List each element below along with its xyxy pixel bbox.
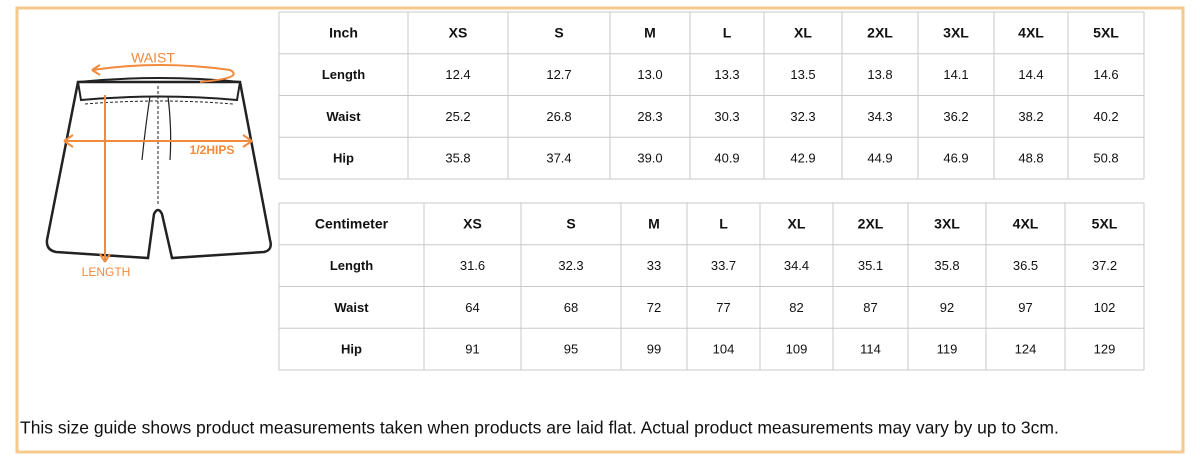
cell: 40.2 bbox=[1093, 109, 1118, 124]
cell: Hip bbox=[341, 342, 362, 357]
caption: This size guide shows product measuremen… bbox=[20, 418, 1059, 438]
cell: 33 bbox=[647, 258, 661, 273]
cell: Waist bbox=[326, 109, 361, 124]
header-cell: M bbox=[644, 25, 656, 41]
cell: 31.6 bbox=[460, 258, 485, 273]
header-cell: 4XL bbox=[1018, 25, 1044, 41]
cell: 13.3 bbox=[714, 67, 739, 82]
cell: 42.9 bbox=[790, 151, 815, 166]
cell: 28.3 bbox=[637, 109, 662, 124]
cell: 39.0 bbox=[637, 151, 662, 166]
cell: Hip bbox=[333, 151, 354, 166]
header-cell: XS bbox=[463, 216, 482, 232]
cell: 13.5 bbox=[790, 67, 815, 82]
cell: 13.8 bbox=[867, 67, 892, 82]
cell: 30.3 bbox=[714, 109, 739, 124]
cell: 72 bbox=[647, 300, 661, 315]
cell: 50.8 bbox=[1093, 151, 1118, 166]
cell: 92 bbox=[940, 300, 954, 315]
cell: 114 bbox=[860, 342, 881, 357]
header-cell: 2XL bbox=[858, 216, 884, 232]
cell: 36.2 bbox=[943, 109, 968, 124]
header-cell: 3XL bbox=[943, 25, 969, 41]
cell: 109 bbox=[786, 342, 808, 357]
cell: 82 bbox=[789, 300, 803, 315]
cell: 48.8 bbox=[1018, 151, 1043, 166]
cell: 35.1 bbox=[858, 258, 883, 273]
cell: 44.9 bbox=[867, 151, 892, 166]
header-cell: XS bbox=[449, 25, 468, 41]
header-cell: 4XL bbox=[1013, 216, 1039, 232]
length-label: LENGTH bbox=[82, 265, 131, 279]
cell: 26.8 bbox=[546, 109, 571, 124]
header-cell: M bbox=[648, 216, 660, 232]
cell: 40.9 bbox=[714, 151, 739, 166]
cell: 25.2 bbox=[445, 109, 470, 124]
cell: 35.8 bbox=[445, 151, 470, 166]
cell: Waist bbox=[334, 300, 369, 315]
cell: 97 bbox=[1018, 300, 1032, 315]
waist-label: WAIST bbox=[131, 50, 175, 66]
hips-label: 1/2HIPS bbox=[190, 143, 235, 157]
header-cell: 5XL bbox=[1092, 216, 1118, 232]
cell: 32.3 bbox=[790, 109, 815, 124]
cell: 77 bbox=[716, 300, 730, 315]
cell: 124 bbox=[1015, 342, 1037, 357]
header-cell: S bbox=[566, 216, 575, 232]
measure-arrows bbox=[63, 64, 253, 263]
cell: 37.4 bbox=[546, 151, 571, 166]
header-cell: XL bbox=[794, 25, 812, 41]
cell: 64 bbox=[465, 300, 479, 315]
header-cell: L bbox=[723, 25, 732, 41]
cell: 35.8 bbox=[934, 258, 959, 273]
header-cell: 2XL bbox=[867, 25, 893, 41]
cell: 34.3 bbox=[867, 109, 892, 124]
cell: 12.4 bbox=[445, 67, 470, 82]
cell: 13.0 bbox=[637, 67, 662, 82]
cell: 34.4 bbox=[784, 258, 809, 273]
header-cell: 5XL bbox=[1093, 25, 1119, 41]
cell: 12.7 bbox=[546, 67, 571, 82]
cell: 14.1 bbox=[943, 67, 968, 82]
cell: 87 bbox=[863, 300, 877, 315]
header-cell: L bbox=[719, 216, 728, 232]
cell: 95 bbox=[564, 342, 578, 357]
cell: 14.4 bbox=[1018, 67, 1043, 82]
cell: 102 bbox=[1094, 300, 1116, 315]
cell: 38.2 bbox=[1018, 109, 1043, 124]
cell: 99 bbox=[647, 342, 661, 357]
shorts-diagram bbox=[45, 77, 272, 260]
header-cell: Centimeter bbox=[315, 216, 389, 232]
cell: Length bbox=[330, 258, 373, 273]
header-cell: XL bbox=[788, 216, 806, 232]
cell: 33.7 bbox=[711, 258, 736, 273]
cell: 36.5 bbox=[1013, 258, 1038, 273]
header-cell: 3XL bbox=[934, 216, 960, 232]
cell: 14.6 bbox=[1093, 67, 1118, 82]
cell: 46.9 bbox=[943, 151, 968, 166]
header-cell: Inch bbox=[329, 25, 358, 41]
cell: 119 bbox=[937, 342, 958, 357]
cell: 104 bbox=[713, 342, 735, 357]
cell: 129 bbox=[1094, 342, 1116, 357]
cell: 91 bbox=[465, 342, 479, 357]
frame bbox=[15, 6, 1185, 454]
cell: 37.2 bbox=[1092, 258, 1117, 273]
cell: Length bbox=[322, 67, 365, 82]
cell: 32.3 bbox=[558, 258, 583, 273]
header-cell: S bbox=[554, 25, 563, 41]
cell: 68 bbox=[564, 300, 578, 315]
